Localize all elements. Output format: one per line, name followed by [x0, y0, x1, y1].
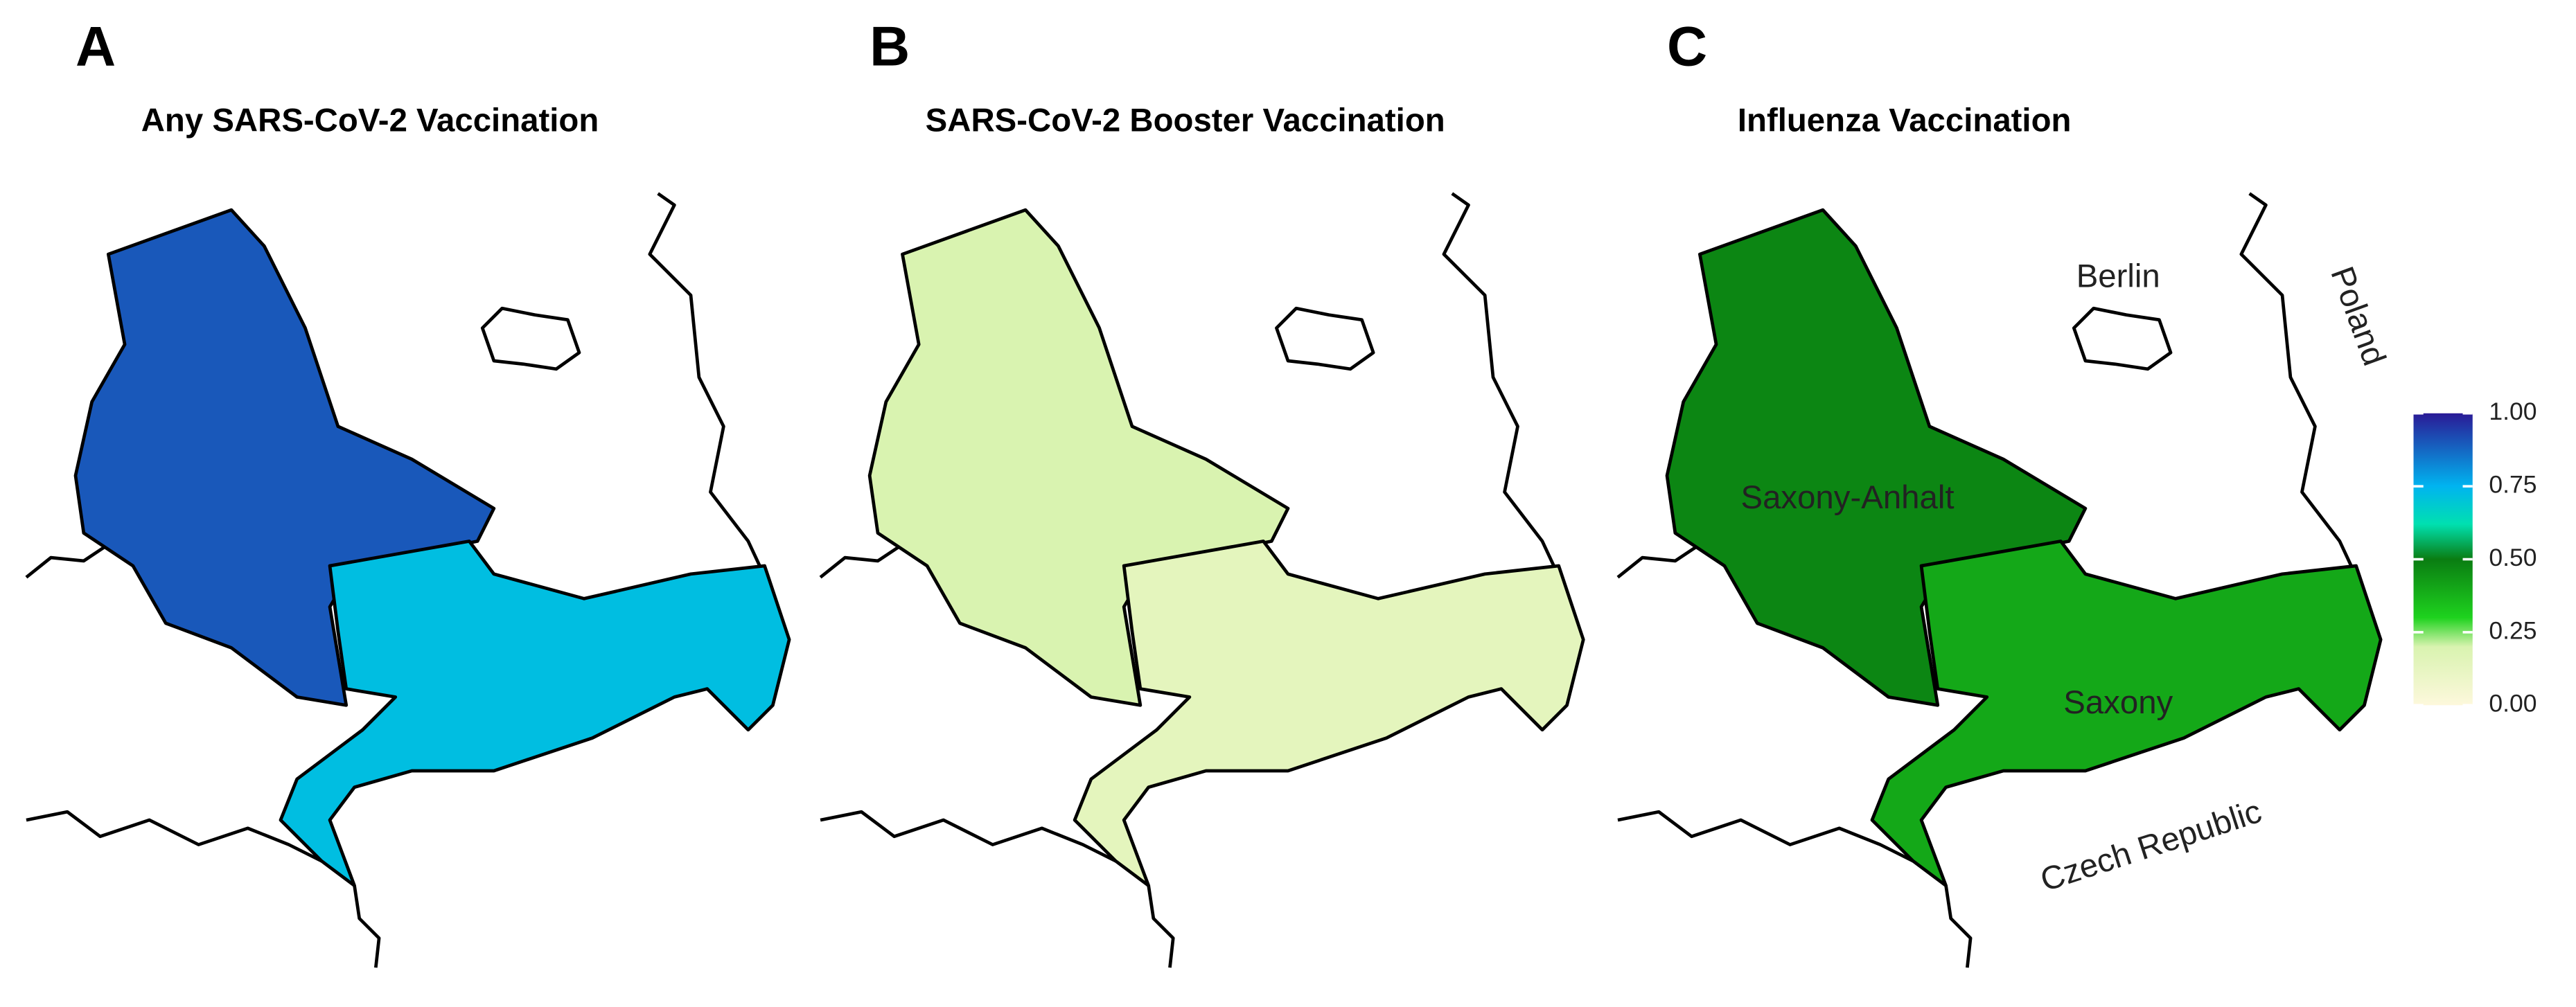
border-line: [1616, 543, 1701, 579]
colorbar-label: 0.75: [2489, 471, 2537, 499]
panel-letter: A: [76, 16, 116, 78]
border-line: [819, 543, 903, 579]
border-line: [1944, 885, 1973, 968]
panel-title: SARS-CoV-2 Booster Vaccination: [926, 102, 1445, 139]
panel-letter: C: [1667, 16, 1707, 78]
border-line: [2072, 306, 2173, 371]
colorbar-label: 0.00: [2489, 690, 2537, 718]
map-panel: B SARS-CoV-2 Booster Vaccination: [819, 16, 1585, 968]
colorbar-label: 0.25: [2489, 616, 2537, 644]
border-line: [480, 306, 581, 371]
panel-letter: B: [870, 16, 910, 78]
region: [73, 208, 496, 707]
colorbar-label: 0.50: [2489, 544, 2537, 571]
region: [1665, 208, 2088, 707]
place-label: Berlin: [2076, 258, 2160, 294]
border-line: [26, 810, 323, 863]
place-label: Saxony-Anhalt: [1740, 479, 1954, 516]
place-label: Poland: [2323, 262, 2392, 371]
region: [279, 540, 791, 888]
border-line: [353, 885, 381, 968]
border-line: [1442, 192, 1555, 567]
border-line: [820, 810, 1117, 863]
place-label: Czech Republic: [2036, 793, 2266, 899]
colorbar-label: 1.00: [2489, 398, 2537, 425]
panel-title: Any SARS-CoV-2 Vaccination: [141, 102, 599, 139]
border-line: [648, 192, 761, 567]
place-label: Saxony: [2063, 684, 2173, 721]
region: [1870, 540, 2383, 888]
border-line: [25, 543, 109, 579]
border-line: [1147, 885, 1175, 968]
map-panel: A Any SARS-CoV-2 Vaccination: [25, 16, 791, 968]
region: [867, 208, 1290, 707]
border-line: [2239, 192, 2353, 567]
panel-title: Influenza Vaccination: [1738, 102, 2072, 139]
border-line: [1617, 810, 1914, 863]
region: [1073, 540, 1585, 888]
map-panel: C Influenza Vaccination: [1616, 16, 2383, 968]
border-line: [1275, 306, 1375, 371]
